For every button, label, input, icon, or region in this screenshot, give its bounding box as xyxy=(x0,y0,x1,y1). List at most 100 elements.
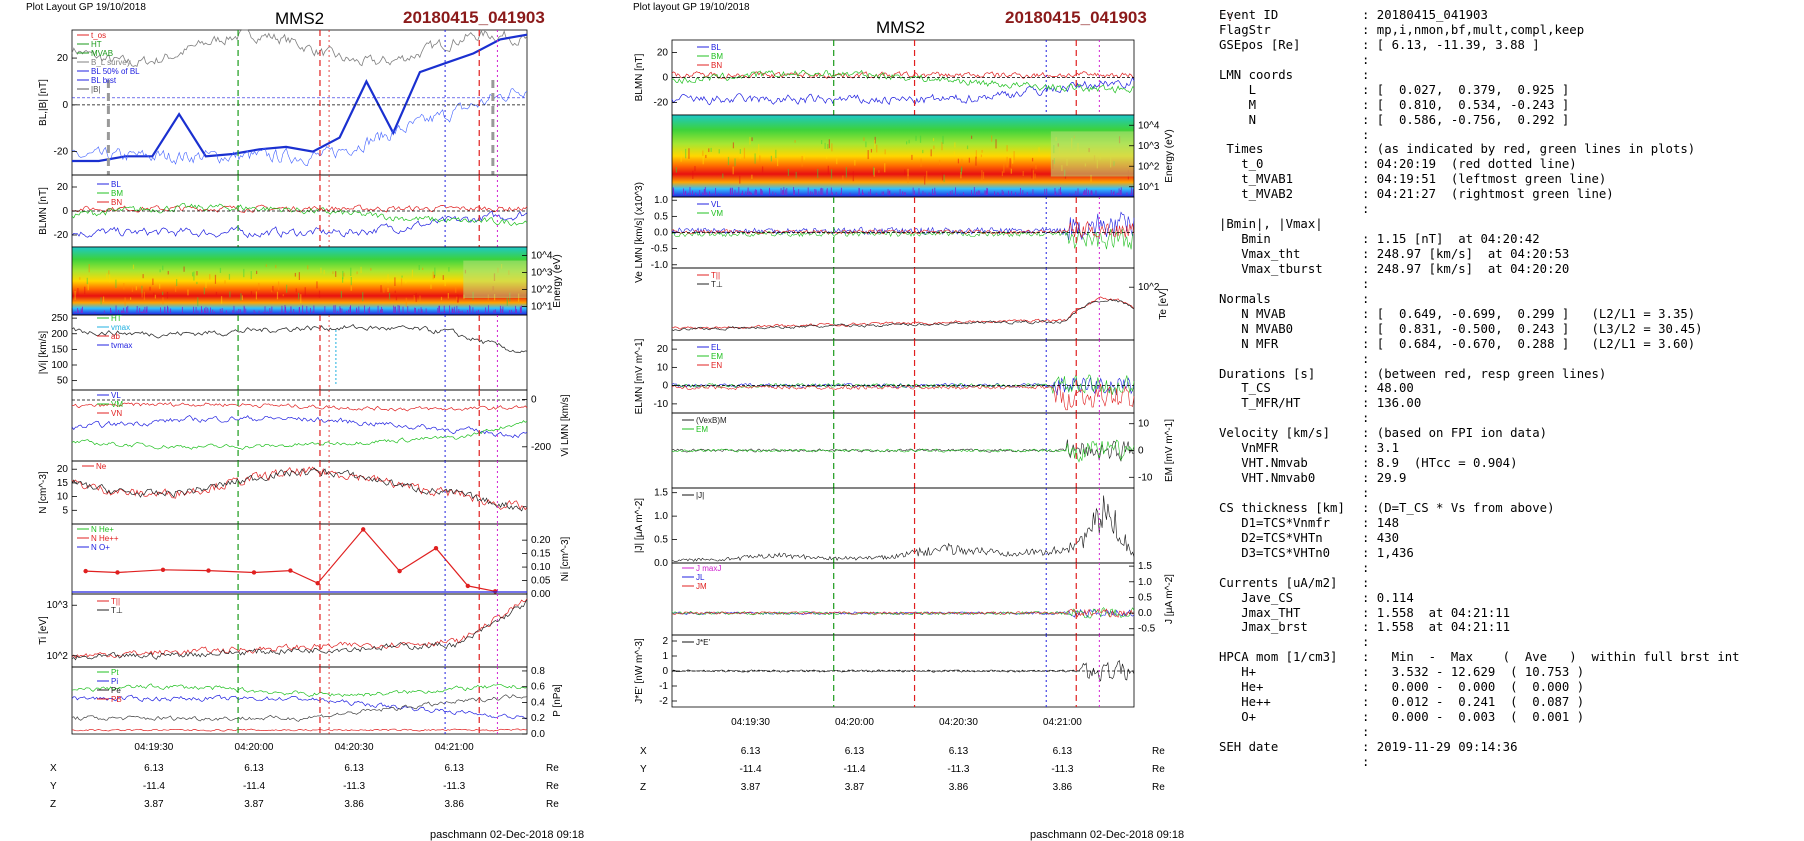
summary-value: : 248.97 [km/s] at 04:20:20 xyxy=(1362,261,1570,276)
summary-value: : [ 0.027, 0.379, 0.925 ] xyxy=(1362,82,1570,97)
spectrogram-streak xyxy=(124,297,126,307)
y-tick-label: 20 xyxy=(57,182,69,193)
spectrogram-streak xyxy=(732,166,734,175)
spectrogram-streak xyxy=(387,274,389,283)
spectrogram-streak xyxy=(318,290,321,298)
spectrogram-streak xyxy=(183,266,185,272)
series-jn xyxy=(671,608,1135,618)
spectrogram-streak xyxy=(941,172,944,181)
spectrogram-streak xyxy=(751,137,753,142)
spectrogram-streak xyxy=(88,264,90,273)
spectrogram-streak xyxy=(734,158,736,167)
spectrogram-streak xyxy=(1035,164,1037,170)
spectrogram-streak xyxy=(383,285,385,293)
spectrogram-streak xyxy=(394,277,396,287)
spectrogram-streak xyxy=(694,166,696,172)
legend-entry: HT xyxy=(91,40,102,49)
summary-row: t_MVAB1: 04:19:51 (leftmost green line) xyxy=(1219,172,1799,187)
spectrogram-streak xyxy=(108,270,110,275)
spectrogram-streak xyxy=(680,150,682,162)
summary-key: T_CS xyxy=(1219,381,1271,396)
y-tick-label: 20 xyxy=(57,464,69,475)
summary-row: : xyxy=(1219,411,1799,426)
spectrogram-streak xyxy=(413,295,415,301)
legend-entry: EM xyxy=(711,352,723,361)
summary-row: Times: (as indicated by red, green lines… xyxy=(1219,142,1799,157)
position-unit: Re xyxy=(1152,782,1165,793)
summary-row: : xyxy=(1219,277,1799,292)
spectrogram-streak xyxy=(415,292,417,302)
summary-row: CS thickness [km]: (D=T_CS * Vs from abo… xyxy=(1219,501,1799,516)
spectrogram-streak xyxy=(852,171,854,182)
data-point xyxy=(83,568,88,574)
series-em xyxy=(671,439,1135,463)
summary-key: D3=TCS*VHTn0 xyxy=(1219,545,1331,560)
summary-row: : xyxy=(1219,202,1799,217)
position-value: 6.13 xyxy=(244,763,264,774)
legend-entry: T⊥ xyxy=(711,280,723,289)
x-tick-label: 04:20:30 xyxy=(939,717,978,728)
series-vi xyxy=(71,324,528,354)
summary-row: GSEpos [Re]: [ 6.13, -11.39, 3.88 ] xyxy=(1219,38,1799,53)
series-j-magnitude xyxy=(671,495,1135,562)
summary-key: He++ xyxy=(1219,695,1271,710)
position-value: 6.13 xyxy=(845,746,865,757)
spectrogram-streak xyxy=(135,286,137,291)
x-tick-label: 04:19:30 xyxy=(134,742,173,753)
summary-value: : xyxy=(1362,52,1370,67)
spectrogram-streak xyxy=(758,144,760,154)
data-point xyxy=(288,568,293,573)
spectrogram-streak xyxy=(831,143,833,152)
summary-key: Vmax_tburst xyxy=(1219,261,1323,276)
position-value: -11.3 xyxy=(1051,764,1073,775)
summary-value: : 48.00 xyxy=(1362,381,1414,396)
spectrogram-streak xyxy=(506,297,508,306)
spectrogram-streak xyxy=(1090,174,1092,182)
summary-value: : 2019-11-29 09:14:36 xyxy=(1362,739,1518,754)
series-bm xyxy=(71,204,528,214)
position-row-label: Y xyxy=(50,781,57,792)
spectrogram-streak xyxy=(1031,168,1033,179)
summary-key: t_MVAB2 xyxy=(1219,187,1294,202)
spectrogram-streak xyxy=(405,280,407,284)
summary-row: HPCA mom [1/cm3]: Min - Max ( Ave ) with… xyxy=(1219,650,1799,665)
series-bl xyxy=(71,210,528,239)
spectrogram-streak xyxy=(115,279,117,288)
y-axis-label: |Vi| [km/s] xyxy=(38,331,49,375)
summary-key: Bmin xyxy=(1219,232,1271,247)
spectrogram-streak xyxy=(870,153,872,159)
summary-value: : xyxy=(1362,575,1370,590)
spectrogram-streak xyxy=(370,267,372,271)
summary-row: : xyxy=(1219,53,1799,68)
spectrogram-streak xyxy=(356,271,358,275)
spectrogram-streak xyxy=(826,154,828,159)
series-pi xyxy=(71,694,528,720)
position-value: 3.86 xyxy=(344,799,364,810)
spectrogram-streak xyxy=(342,270,344,279)
spectrogram-streak xyxy=(961,158,963,163)
summary-row: VHT.Nmvab0: 29.9 xyxy=(1219,471,1799,486)
spectrogram-streak xyxy=(74,290,76,300)
position-value: -11.3 xyxy=(443,781,465,792)
y-axis-label: J*E' [nW m^-3] xyxy=(634,638,645,704)
spectrogram-streak xyxy=(215,291,218,295)
legend-entry: JL xyxy=(696,573,705,582)
spectrogram-streak xyxy=(162,265,164,271)
spectrogram-streak xyxy=(196,271,198,276)
y-tick-label: 5 xyxy=(62,505,68,516)
y-axis-label: BLMN [nT] xyxy=(634,53,645,101)
y-tick-label: 0.10 xyxy=(531,562,551,573)
summary-key: He+ xyxy=(1219,680,1264,695)
summary-value: : 3.1 xyxy=(1362,441,1400,456)
spectrogram-streak xyxy=(938,159,941,165)
spectrogram-streak xyxy=(954,142,956,148)
spectrogram-streak xyxy=(342,277,344,283)
spectrogram-streak xyxy=(749,136,751,145)
y-tick-label: -2 xyxy=(659,696,668,707)
legend-entry: BL brst xyxy=(91,76,117,85)
spectrogram-streak xyxy=(751,174,753,179)
y-tick-label: 20 xyxy=(657,48,669,59)
spectrogram-streak xyxy=(794,140,796,143)
spectrogram-streak xyxy=(430,284,432,289)
